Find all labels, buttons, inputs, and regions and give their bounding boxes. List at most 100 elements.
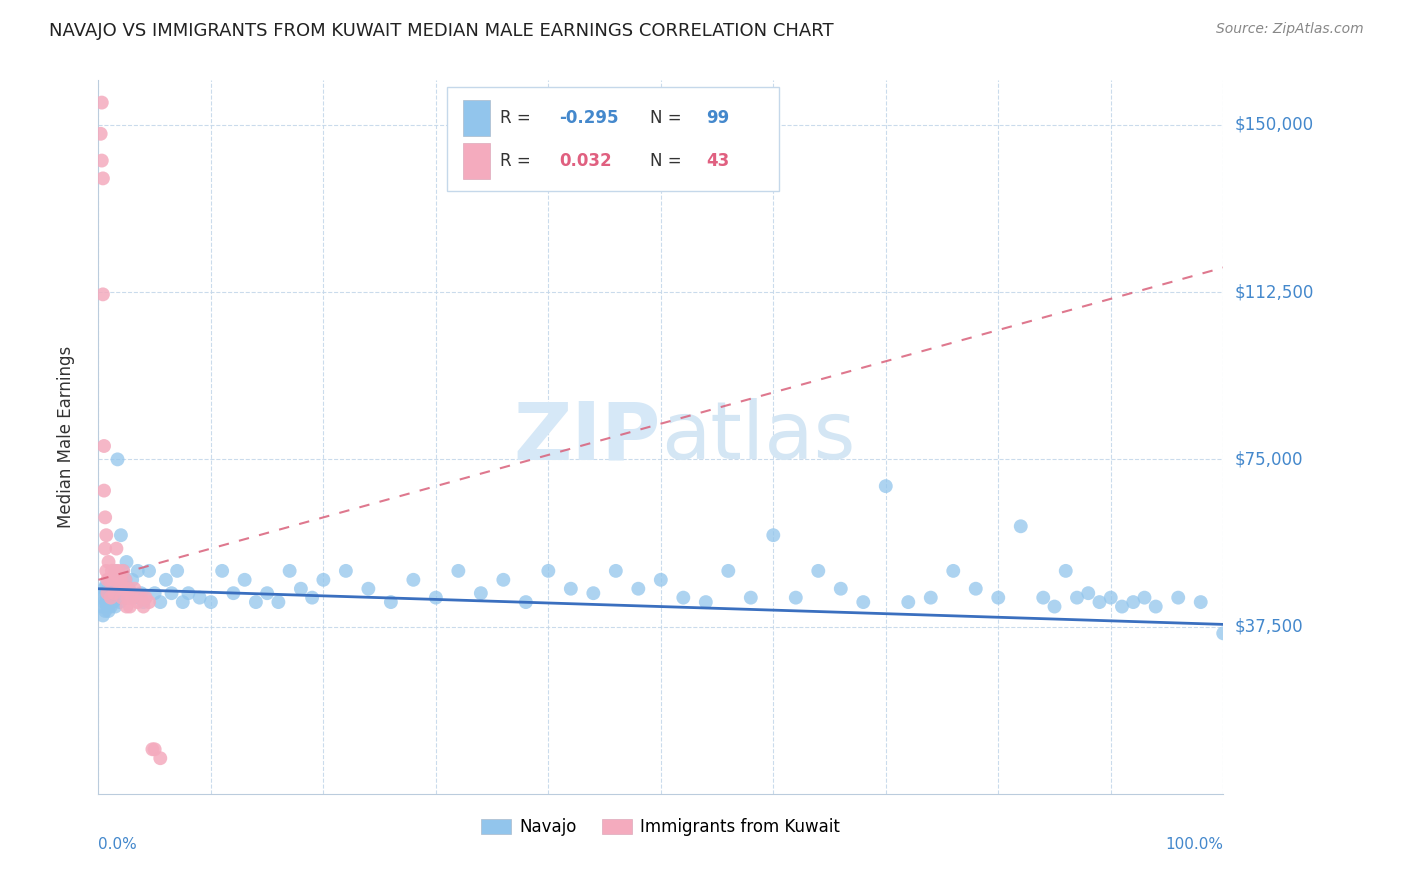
Point bbox=[290, 582, 312, 596]
Point bbox=[1133, 591, 1156, 605]
Point bbox=[129, 591, 152, 605]
Point bbox=[90, 599, 112, 614]
Point bbox=[222, 586, 245, 600]
Point bbox=[492, 573, 515, 587]
Point bbox=[357, 582, 380, 596]
Text: atlas: atlas bbox=[661, 398, 855, 476]
Text: $112,500: $112,500 bbox=[1234, 283, 1313, 301]
Point bbox=[143, 742, 166, 756]
Legend: Navajo, Immigrants from Kuwait: Navajo, Immigrants from Kuwait bbox=[475, 812, 846, 843]
Y-axis label: Median Male Earnings: Median Male Earnings bbox=[56, 346, 75, 528]
Point bbox=[97, 555, 120, 569]
Text: 0.032: 0.032 bbox=[560, 152, 612, 169]
Text: 43: 43 bbox=[706, 152, 730, 169]
Point bbox=[245, 595, 267, 609]
Point bbox=[278, 564, 301, 578]
Point bbox=[1099, 591, 1122, 605]
Point bbox=[115, 555, 138, 569]
Point bbox=[124, 582, 146, 596]
Point bbox=[1032, 591, 1054, 605]
Point bbox=[1088, 595, 1111, 609]
Point bbox=[211, 564, 233, 578]
Point bbox=[1111, 599, 1133, 614]
Point bbox=[785, 591, 807, 605]
Text: NAVAJO VS IMMIGRANTS FROM KUWAIT MEDIAN MALE EARNINGS CORRELATION CHART: NAVAJO VS IMMIGRANTS FROM KUWAIT MEDIAN … bbox=[49, 22, 834, 40]
Point bbox=[96, 599, 118, 614]
Point bbox=[115, 599, 138, 614]
Point bbox=[104, 564, 127, 578]
Point bbox=[108, 595, 131, 609]
Point bbox=[96, 577, 118, 591]
Point bbox=[149, 751, 172, 765]
Point bbox=[90, 95, 112, 110]
Point bbox=[1066, 591, 1088, 605]
Point bbox=[90, 591, 112, 605]
Point bbox=[166, 564, 188, 578]
Point bbox=[94, 541, 117, 556]
Point bbox=[98, 586, 121, 600]
Point bbox=[875, 479, 897, 493]
Point bbox=[807, 564, 830, 578]
Point bbox=[301, 591, 323, 605]
Point bbox=[1077, 586, 1099, 600]
Point bbox=[98, 595, 121, 609]
Point bbox=[97, 582, 120, 596]
Point bbox=[101, 595, 124, 609]
Point bbox=[93, 595, 115, 609]
Point bbox=[100, 599, 122, 614]
Point bbox=[127, 595, 149, 609]
Point bbox=[515, 595, 537, 609]
Point bbox=[650, 573, 672, 587]
Point bbox=[105, 541, 128, 556]
Point bbox=[132, 599, 155, 614]
Point bbox=[96, 591, 118, 605]
Text: ZIP: ZIP bbox=[513, 398, 661, 476]
Point bbox=[107, 452, 129, 467]
Point bbox=[110, 528, 132, 542]
Point bbox=[93, 483, 115, 498]
Point bbox=[101, 591, 124, 605]
Point bbox=[762, 528, 785, 542]
Point bbox=[114, 573, 136, 587]
Point bbox=[1043, 599, 1066, 614]
Point bbox=[380, 595, 402, 609]
Point bbox=[103, 586, 125, 600]
Point bbox=[94, 510, 117, 524]
Point bbox=[149, 595, 172, 609]
Point bbox=[96, 564, 118, 578]
Point bbox=[138, 595, 160, 609]
Point bbox=[124, 591, 146, 605]
Point bbox=[470, 586, 492, 600]
Point bbox=[1144, 599, 1167, 614]
Text: 0.0%: 0.0% bbox=[98, 837, 138, 852]
Point bbox=[155, 573, 177, 587]
Point bbox=[560, 582, 582, 596]
Point bbox=[93, 582, 115, 596]
Point bbox=[942, 564, 965, 578]
Point bbox=[1189, 595, 1212, 609]
Point bbox=[830, 582, 852, 596]
Point bbox=[335, 564, 357, 578]
Point bbox=[121, 591, 143, 605]
Text: R =: R = bbox=[501, 152, 536, 169]
Point bbox=[627, 582, 650, 596]
Point bbox=[90, 153, 112, 168]
Point bbox=[101, 564, 124, 578]
Point bbox=[97, 604, 120, 618]
Point bbox=[91, 608, 114, 623]
Point bbox=[1167, 591, 1189, 605]
Point bbox=[112, 564, 135, 578]
Point bbox=[1122, 595, 1144, 609]
Point bbox=[402, 573, 425, 587]
Point bbox=[111, 591, 134, 605]
Point bbox=[127, 564, 149, 578]
Point bbox=[101, 573, 124, 587]
Point bbox=[920, 591, 942, 605]
Point bbox=[1054, 564, 1077, 578]
Point bbox=[117, 591, 139, 605]
Point bbox=[105, 564, 128, 578]
Point bbox=[112, 582, 135, 596]
Point bbox=[695, 595, 717, 609]
Point bbox=[103, 582, 125, 596]
Point bbox=[267, 595, 290, 609]
